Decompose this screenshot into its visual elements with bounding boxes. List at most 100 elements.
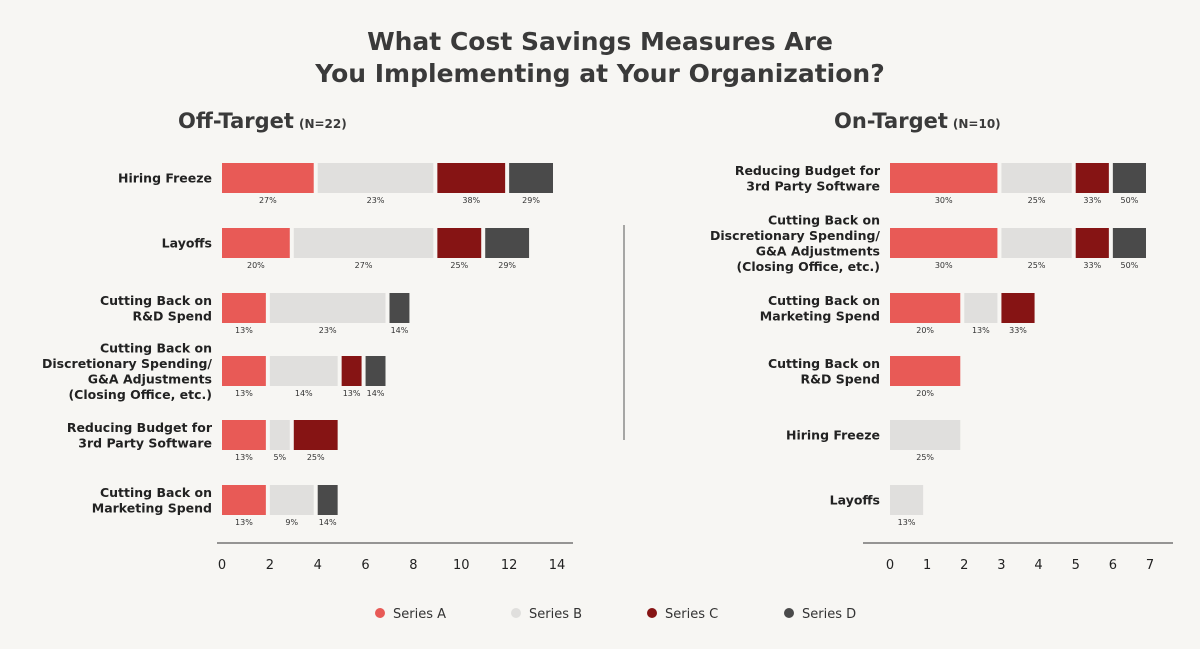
data-label: 30% [935, 196, 953, 205]
category-label: 3rd Party Software [746, 178, 880, 193]
category-label: Marketing Spend [92, 500, 212, 515]
data-label: 38% [462, 196, 480, 205]
bar-series-a [222, 356, 266, 386]
legend: Series A Series B Series C Series D [375, 607, 856, 622]
data-label: 13% [235, 518, 253, 527]
panel-title: On-Target [834, 109, 948, 133]
category-label: Cutting Back on [768, 293, 880, 308]
data-label: 30% [935, 261, 953, 270]
bar-series-d [509, 163, 553, 193]
bar-series-c [1075, 163, 1109, 193]
category-label: Cutting Back on [768, 356, 880, 371]
x-tick-label: 4 [1034, 558, 1042, 573]
data-label: 23% [319, 326, 337, 335]
bar-series-b [890, 420, 961, 450]
bar-series-d [389, 293, 410, 323]
bar-series-a [890, 293, 961, 323]
bar-series-a [890, 163, 998, 193]
data-label: 33% [1083, 261, 1101, 270]
x-tick-label: 10 [453, 558, 470, 573]
bar-series-d [1112, 163, 1146, 193]
data-label: 13% [972, 326, 990, 335]
category-label: R&D Spend [800, 371, 880, 386]
data-label: 13% [235, 326, 253, 335]
bar-series-b [269, 420, 290, 450]
data-label: 13% [898, 518, 916, 527]
legend-label: Series C [665, 607, 718, 622]
bar-series-a [222, 420, 266, 450]
data-label: 20% [247, 261, 265, 270]
bar-series-b [964, 293, 998, 323]
bar-series-b [269, 356, 338, 386]
data-label: 23% [367, 196, 385, 205]
bar-series-b [269, 293, 386, 323]
bar-series-c [1001, 293, 1035, 323]
x-tick-label: 4 [314, 558, 322, 573]
data-label: 9% [285, 518, 298, 527]
legend-swatch [511, 608, 521, 618]
category-label: Hiring Freeze [786, 428, 880, 443]
data-label: 29% [498, 261, 516, 270]
data-label: 13% [235, 453, 253, 462]
x-tick-label: 0 [218, 558, 226, 573]
data-label: 14% [295, 389, 313, 398]
data-label: 27% [355, 261, 373, 270]
data-label: 13% [235, 389, 253, 398]
bar-series-b [890, 485, 924, 515]
bar-series-a [222, 163, 314, 193]
x-tick-label: 3 [997, 558, 1005, 573]
category-label: Reducing Budget for [67, 420, 213, 435]
data-label: 50% [1121, 261, 1139, 270]
x-tick-label: 12 [501, 558, 518, 573]
category-label: Cutting Back on [100, 293, 212, 308]
bar-series-b [1001, 228, 1072, 258]
chart-title-line: What Cost Savings Measures Are [367, 27, 833, 56]
bar-series-b [293, 228, 434, 258]
chart-title: What Cost Savings Measures Are You Implem… [314, 27, 884, 88]
bar-series-c [437, 163, 506, 193]
data-label: 25% [1028, 196, 1046, 205]
x-tick-label: 0 [886, 558, 894, 573]
legend-swatch [647, 608, 657, 618]
data-label: 25% [307, 453, 325, 462]
data-label: 33% [1009, 326, 1027, 335]
data-label: 14% [319, 518, 337, 527]
data-label: 20% [916, 389, 934, 398]
bar-series-a [222, 293, 266, 323]
data-label: 14% [367, 389, 385, 398]
x-tick-label: 8 [409, 558, 417, 573]
legend-swatch [375, 608, 385, 618]
bar-series-c [341, 356, 362, 386]
category-label: (Closing Office, etc.) [736, 259, 880, 274]
legend-swatch [784, 608, 794, 618]
category-label: Discretionary Spending/ [42, 356, 212, 371]
category-label: Hiring Freeze [118, 171, 212, 186]
data-label: 13% [343, 389, 361, 398]
bar-series-a [222, 485, 266, 515]
data-label: 27% [259, 196, 277, 205]
legend-label: Series D [802, 607, 856, 622]
data-label: 29% [522, 196, 540, 205]
bar-series-a [222, 228, 290, 258]
legend-label: Series B [529, 607, 582, 622]
category-label: Cutting Back on [100, 340, 212, 355]
category-label: Layoffs [162, 236, 212, 251]
category-label: G&A Adjustments [756, 243, 880, 258]
data-label: 25% [916, 453, 934, 462]
x-tick-label: 6 [361, 558, 369, 573]
category-label: Reducing Budget for [735, 163, 881, 178]
bar-series-d [485, 228, 530, 258]
data-label: 25% [450, 261, 468, 270]
bar-series-b [317, 163, 434, 193]
x-tick-label: 14 [549, 558, 566, 573]
bar-series-d [317, 485, 338, 515]
x-tick-label: 6 [1109, 558, 1117, 573]
data-label: 50% [1121, 196, 1139, 205]
x-tick-label: 2 [960, 558, 968, 573]
category-label: (Closing Office, etc.) [68, 387, 212, 402]
bar-series-a [890, 228, 998, 258]
bar-series-c [437, 228, 482, 258]
